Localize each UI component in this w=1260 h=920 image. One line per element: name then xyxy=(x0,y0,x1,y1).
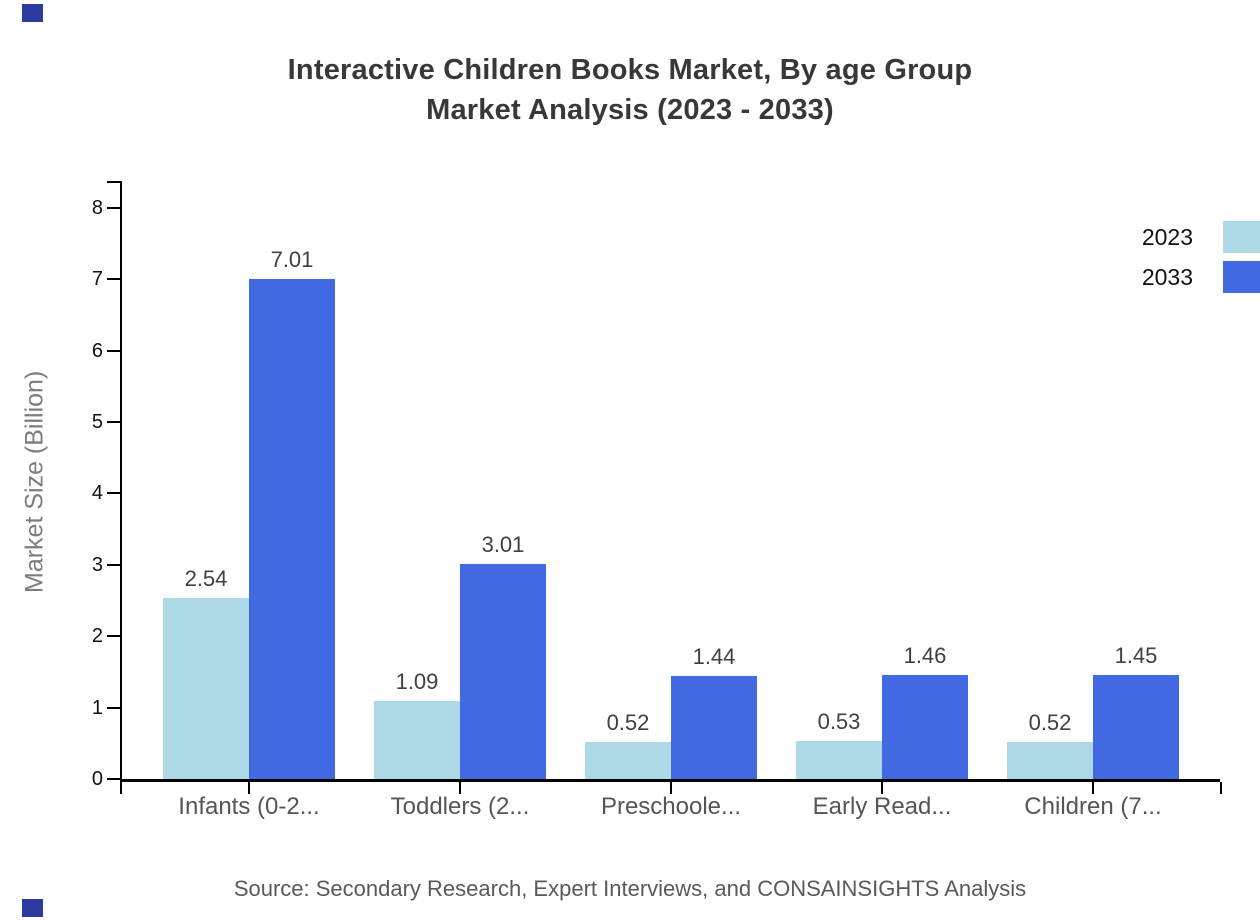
y-tick-label-0: 0 xyxy=(91,768,103,790)
y-tick-mark-3 xyxy=(107,563,120,566)
bar-group-3: 0.52 1.44 Preschoole... xyxy=(585,181,757,820)
bar-value-2033-4: 1.46 xyxy=(903,643,947,668)
bar-2033-1 xyxy=(249,279,335,779)
legend-item-2023: 2023 xyxy=(1142,221,1260,253)
bar-value-2023-1: 2.54 xyxy=(184,566,228,591)
y-tick-mark-1 xyxy=(107,706,120,709)
bar-group-5: 0.52 1.45 Children (7... xyxy=(1007,181,1179,820)
decor-square-bottom-left xyxy=(22,899,43,917)
y-tick-label-3: 3 xyxy=(91,553,103,576)
bar-2023-1 xyxy=(163,598,249,779)
bar-2023-5 xyxy=(1007,742,1093,779)
y-axis-cap-tick xyxy=(107,181,120,183)
bar-2023-2 xyxy=(374,701,460,779)
bar-2033-4 xyxy=(882,675,968,779)
y-tick-label-5: 5 xyxy=(91,411,103,434)
bar-value-2033-2: 3.01 xyxy=(481,532,525,557)
source-text: Source: Secondary Research, Expert Inter… xyxy=(233,876,1027,901)
x-tick-mark-2 xyxy=(459,782,461,794)
y-tick-mark-6 xyxy=(107,349,120,352)
y-tick-mark-4 xyxy=(107,492,120,495)
bar-groups: 2.54 7.01 Infants (0-2... 1.09 3.01 Toddlers … xyxy=(122,181,1220,820)
y-tick-label-6: 6 xyxy=(91,339,103,362)
legend-label: 2033 xyxy=(1141,263,1193,290)
x-tick-mark-4 xyxy=(881,782,883,794)
bar-2023-4 xyxy=(796,741,882,779)
y-tick-label-2: 2 xyxy=(91,625,103,648)
category-label-5: Children (7... xyxy=(1024,793,1162,820)
x-axis-end-tick xyxy=(1220,782,1222,794)
y-tick-mark-2 xyxy=(107,635,120,638)
x-tick-mark-1 xyxy=(248,782,250,794)
y-tick-mark-0 xyxy=(107,778,120,780)
y-tick-label-1: 1 xyxy=(91,696,103,719)
y-tick-mark-7 xyxy=(107,278,120,281)
bar-2033-5 xyxy=(1093,675,1179,779)
x-tick-mark-5 xyxy=(1092,782,1094,794)
bar-2033-2 xyxy=(460,564,546,779)
category-label-4: Early Read... xyxy=(812,793,952,820)
legend-swatch-2023 xyxy=(1223,221,1260,253)
plot-area: 2.54 7.01 Infants (0-2... 1.09 3.01 Toddlers … xyxy=(92,181,1222,820)
category-label-3: Preschoole... xyxy=(600,793,742,820)
legend-item-2033: 2033 xyxy=(1142,261,1260,293)
y-tick-label-7: 7 xyxy=(91,268,103,291)
chart-title: Interactive Children Books Market, By ag… xyxy=(0,50,1260,130)
chart-title-line1: Interactive Children Books Market, By ag… xyxy=(287,54,973,86)
y-tick-label-4: 4 xyxy=(91,482,103,505)
bar-value-2033-1: 7.01 xyxy=(270,247,314,272)
y-tick-mark-8 xyxy=(107,206,120,209)
x-tick-mark-3 xyxy=(670,782,672,794)
x-axis-start-tick xyxy=(120,782,122,794)
bar-value-2023-4: 0.53 xyxy=(817,709,861,734)
chart-title-line2: Market Analysis (2023 - 2033) xyxy=(426,94,834,126)
y-axis-title: Market Size (Billion) xyxy=(20,370,49,593)
category-label-2: Toddlers (2... xyxy=(390,793,530,820)
legend-label: 2023 xyxy=(1141,223,1193,250)
bar-group-4: 0.53 1.46 Early Read... xyxy=(796,181,968,820)
category-label-1: Infants (0-2... xyxy=(178,793,320,820)
decor-square-top-left xyxy=(22,4,43,22)
bar-value-2023-5: 0.52 xyxy=(1028,710,1072,735)
bar-value-2023-3: 0.52 xyxy=(606,710,650,735)
bar-2023-3 xyxy=(585,742,671,779)
bar-group-2: 1.09 3.01 Toddlers (2... xyxy=(374,181,546,820)
bar-value-2033-5: 1.45 xyxy=(1114,643,1158,668)
legend-swatch-2033 xyxy=(1223,261,1260,293)
y-tick-label-8: 8 xyxy=(91,196,103,219)
bar-value-2033-3: 1.44 xyxy=(692,644,736,669)
legend: 2023 2033 xyxy=(1142,221,1260,293)
bar-group-1: 2.54 7.01 Infants (0-2... xyxy=(163,181,335,820)
bar-2033-3 xyxy=(671,676,757,779)
y-tick-mark-5 xyxy=(107,421,120,424)
bar-value-2023-2: 1.09 xyxy=(395,669,439,694)
